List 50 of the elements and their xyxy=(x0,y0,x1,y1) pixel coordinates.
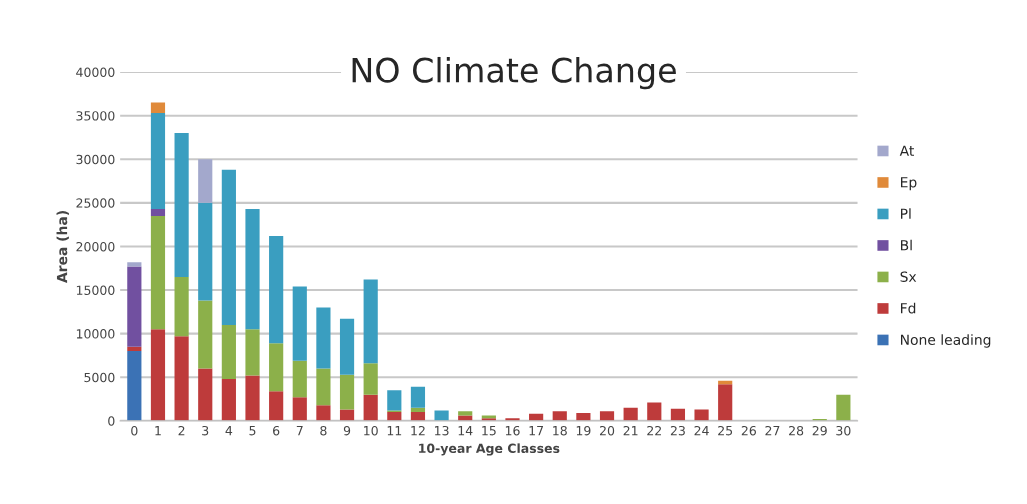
x-tick-label: 7 xyxy=(296,426,303,436)
x-axis-title: 10-year Age Classes xyxy=(419,443,560,456)
x-tick-label: 19 xyxy=(576,425,591,436)
legend-label: Fd xyxy=(901,302,916,314)
x-tick-label: 6 xyxy=(273,425,280,436)
x-tick-label: 10 xyxy=(364,425,378,436)
x-tick-label: 4 xyxy=(225,426,233,436)
x-tick-label: 3 xyxy=(202,425,209,436)
x-tick-label: 25 xyxy=(718,425,733,436)
x-tick-label: 28 xyxy=(789,425,804,436)
x-tick-label: 1 xyxy=(155,426,161,436)
legend-label: None leading xyxy=(901,334,991,348)
x-tick-label: 21 xyxy=(623,425,638,436)
y-axis-title: Area (ha) xyxy=(56,211,69,283)
x-tick-label: 24 xyxy=(694,425,709,436)
x-tick-label: 26 xyxy=(741,425,756,436)
x-tick-label: 18 xyxy=(553,425,567,436)
x-tick-label: 12 xyxy=(411,425,425,436)
x-tick-label: 0 xyxy=(131,425,138,436)
y-tick-label: 35000 xyxy=(76,111,115,121)
x-tick-label: 5 xyxy=(249,426,256,436)
y-tick-label: 10000 xyxy=(76,329,115,339)
x-tick-label: 13 xyxy=(435,425,449,436)
x-tick-label: 23 xyxy=(670,425,685,436)
y-tick-label: 15000 xyxy=(76,285,115,295)
legend-label: Ep xyxy=(901,177,917,191)
x-tick-label: 9 xyxy=(343,425,351,436)
x-tick-label: 11 xyxy=(387,426,402,436)
x-tick-label: 17 xyxy=(529,426,543,436)
x-tick-label: 8 xyxy=(320,425,327,436)
y-tick-label: 20000 xyxy=(76,241,115,252)
y-tick-label: 40000 xyxy=(76,67,115,77)
x-tick-label: 15 xyxy=(482,426,496,436)
y-tick-label: 0 xyxy=(108,416,115,426)
y-tick-label: 30000 xyxy=(76,154,115,165)
y-tick-label: 25000 xyxy=(76,198,115,208)
chart-title: NO Climate Change xyxy=(352,56,676,90)
legend-label: Sx xyxy=(900,271,917,282)
x-tick-label: 16 xyxy=(505,425,520,436)
legend-label: At xyxy=(899,145,915,156)
x-tick-label: 20 xyxy=(599,425,615,436)
legend-label: Pl xyxy=(901,208,911,219)
x-tick-label: 2 xyxy=(178,425,185,436)
x-tick-label: 29 xyxy=(812,425,827,436)
y-tick-label: 5000 xyxy=(84,372,115,383)
x-tick-label: 30 xyxy=(836,425,851,436)
legend-label: Bl xyxy=(901,239,912,251)
x-tick-label: 22 xyxy=(647,425,661,436)
x-tick-label: 27 xyxy=(765,425,780,436)
x-tick-label: 14 xyxy=(458,426,473,436)
